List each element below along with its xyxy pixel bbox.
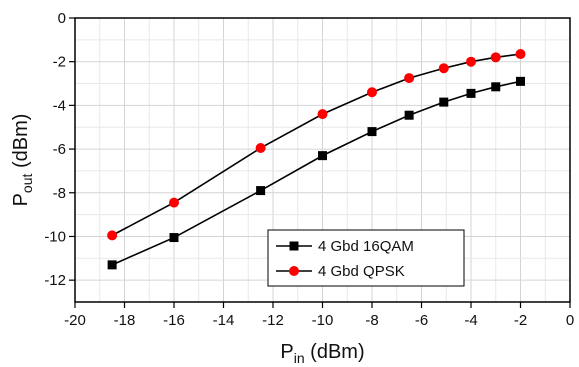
legend-item: 4 Gbd QPSK: [276, 263, 405, 280]
series-group: [107, 49, 526, 270]
legend-marker: [289, 241, 299, 251]
y-tick-label: 0: [58, 10, 66, 27]
legend-label: 4 Gbd 16QAM: [318, 238, 414, 255]
x-tick-label: -2: [514, 312, 527, 329]
y-tick-label: -10: [44, 228, 66, 245]
x-tick-label: -8: [365, 312, 378, 329]
data-point: [404, 73, 415, 84]
x-tick-label: -6: [415, 312, 428, 329]
x-tick-label: -12: [262, 312, 284, 329]
x-axis-label-unit: (dBm): [305, 341, 365, 363]
axis-ticks: -20 -18 -16 -14 -12 -10 -8 -6 -4 -2 00-2-4-6-8-10-…: [44, 10, 574, 329]
y-tick-label: -6: [53, 141, 66, 158]
x-tick-label: -4: [464, 312, 477, 329]
x-tick-label: 0: [566, 312, 574, 329]
x-tick-label: -20: [64, 312, 86, 329]
series-2: [107, 49, 526, 241]
data-point: [404, 110, 414, 120]
y-tick-label: -4: [53, 97, 66, 114]
data-point: [516, 76, 525, 86]
legend-item: 4 Gbd 16QAM: [276, 238, 414, 255]
legend: 4 Gbd 16QAM 4 Gbd QPSK: [267, 229, 465, 287]
legend-box: [267, 229, 465, 287]
data-point: [256, 186, 266, 196]
data-point: [255, 142, 266, 153]
y-tick-label: -12: [44, 272, 66, 289]
data-point: [491, 82, 501, 92]
data-point: [367, 127, 377, 137]
legend-label: 4 Gbd QPSK: [318, 263, 405, 280]
x-tick-label: -10: [312, 312, 334, 329]
x-tick-label: -14: [213, 312, 235, 329]
series-line: [111, 80, 521, 266]
data-point: [466, 88, 476, 98]
data-point: [169, 233, 179, 243]
y-tick-label: -8: [53, 185, 66, 202]
x-axis-label-main: P: [280, 341, 293, 363]
x-axis-label-sub: in: [294, 350, 305, 366]
data-point: [169, 197, 179, 208]
data-point: [515, 49, 526, 60]
y-axis-label-unit: (dBm): [10, 114, 32, 174]
y-axis-label-main: P: [10, 193, 32, 206]
x-tick-label: -16: [163, 312, 185, 329]
data-point: [367, 87, 377, 98]
data-point: [318, 151, 327, 161]
legend-marker: [289, 266, 299, 276]
data-point: [439, 97, 449, 107]
data-point: [317, 109, 328, 120]
y-axis-label-sub: out: [19, 173, 35, 193]
data-point: [107, 230, 118, 241]
data-point: [107, 260, 117, 270]
series-1: [107, 76, 525, 270]
x-tick-label: -18: [114, 312, 136, 329]
y-tick-label: -2: [53, 54, 66, 71]
y-axis-label: Pout (dBm): [10, 114, 35, 207]
x-axis-label: Pin (dBm): [280, 341, 364, 366]
data-point: [438, 63, 449, 74]
series-line: [111, 53, 521, 237]
data-point: [466, 56, 476, 67]
data-point: [490, 52, 501, 63]
